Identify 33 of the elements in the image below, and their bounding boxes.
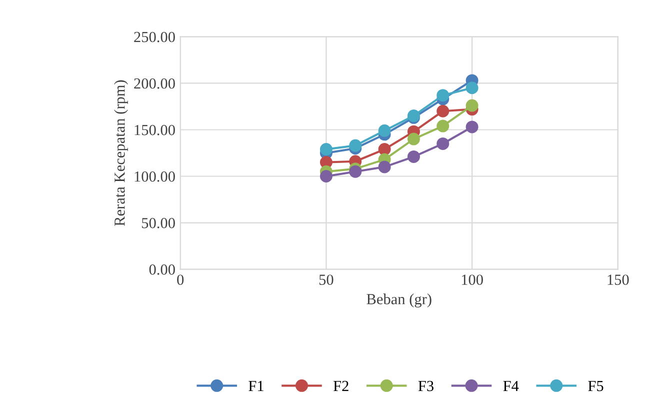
y-tick-label: 100.00 (134, 171, 175, 182)
legend-label: F5 (588, 380, 604, 392)
legend-label: F3 (418, 380, 434, 392)
point (436, 137, 450, 150)
y-tick-label: 0.00 (149, 264, 175, 275)
y-tick-label: 150.00 (134, 124, 175, 136)
point (436, 120, 450, 132)
point (407, 150, 420, 163)
point (466, 82, 478, 94)
point (378, 160, 391, 174)
point (349, 139, 362, 152)
legend-label: F2 (333, 380, 348, 391)
point (378, 124, 391, 137)
y-axis-title: Rerata Kecepatan (rpm) (114, 80, 128, 226)
point (466, 99, 478, 112)
x-tick-label: 100 (462, 274, 483, 285)
x-tick-label: 50 (319, 274, 334, 285)
legend-label: F1 (248, 380, 264, 391)
x-tick-label: 0 (177, 274, 184, 285)
point (436, 104, 450, 118)
point (378, 143, 391, 156)
legend-label: F4 (503, 380, 519, 391)
point (407, 132, 420, 146)
point (466, 120, 478, 134)
y-tick-label: 200.00 (134, 78, 175, 89)
point (320, 143, 332, 156)
x-axis-title: Beban (gr) (366, 294, 432, 308)
y-tick-label: 50.00 (142, 218, 175, 228)
point (320, 170, 332, 183)
x-tick-label: 150 (608, 274, 629, 285)
y-tick-label: 250.00 (134, 32, 175, 42)
point (349, 165, 362, 178)
point (436, 89, 450, 102)
